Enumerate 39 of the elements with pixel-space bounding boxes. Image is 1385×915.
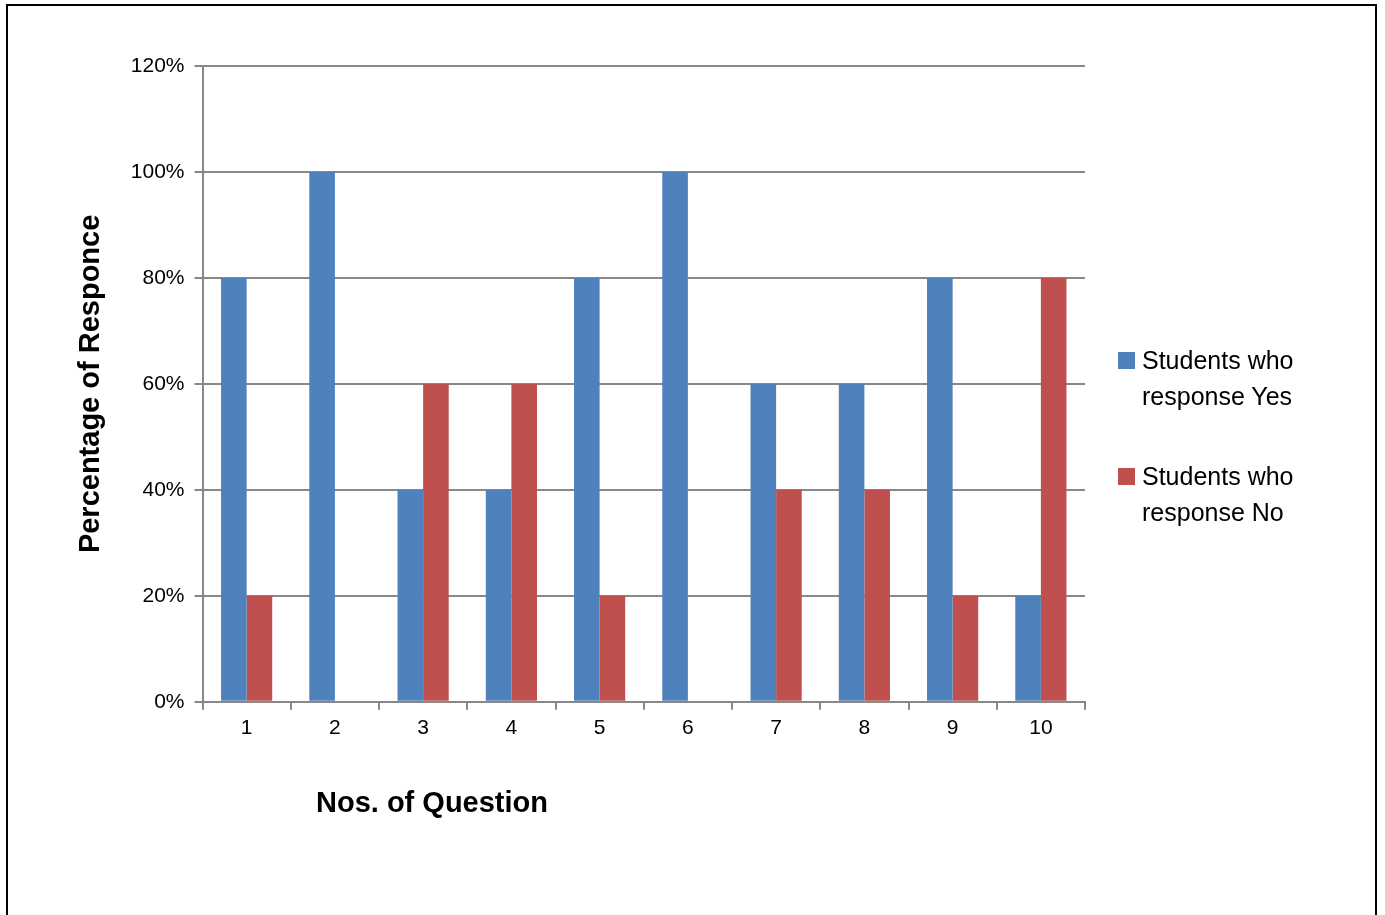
bar	[864, 489, 890, 701]
x-tick-label: 10	[1029, 715, 1053, 739]
bar	[750, 383, 777, 701]
bar	[423, 383, 449, 701]
bar	[838, 383, 865, 701]
bar	[662, 171, 688, 701]
x-tick-label: 8	[858, 715, 871, 739]
bar	[1015, 595, 1041, 701]
y-tick-label: 120%	[130, 52, 185, 76]
x-tick-label: 6	[682, 715, 694, 739]
x-tick-label: 7	[770, 715, 782, 739]
bar	[485, 489, 512, 701]
bar	[221, 277, 247, 701]
x-tick-label: 1	[240, 715, 253, 739]
y-tick-label: 80%	[142, 264, 185, 288]
bar	[397, 489, 424, 701]
x-tick-label: 9	[946, 715, 959, 739]
x-tick-label: 2	[329, 715, 341, 739]
x-tick-label: 5	[593, 715, 606, 739]
y-tick-label: 100%	[130, 158, 185, 182]
legend-label: Students who response Yes	[1142, 345, 1295, 412]
x-tick-label: 3	[417, 715, 429, 739]
bar	[309, 171, 335, 701]
y-tick-label: 0%	[154, 688, 185, 712]
bar	[599, 595, 626, 701]
x-tick-label: 4	[505, 715, 518, 739]
y-tick-label: 60%	[142, 370, 185, 394]
bar	[776, 489, 802, 701]
bar	[927, 277, 953, 701]
legend-label: Students who response No	[1142, 461, 1295, 528]
y-axis-title: Percentage of Responce	[73, 214, 106, 554]
bar	[511, 383, 537, 701]
bar	[574, 277, 600, 701]
bar	[952, 595, 979, 701]
y-tick-label: 40%	[142, 476, 185, 500]
bar	[1040, 277, 1067, 701]
bar	[246, 595, 273, 701]
y-tick-label: 20%	[142, 582, 185, 606]
x-axis-title: Nos. of Question	[316, 786, 548, 819]
